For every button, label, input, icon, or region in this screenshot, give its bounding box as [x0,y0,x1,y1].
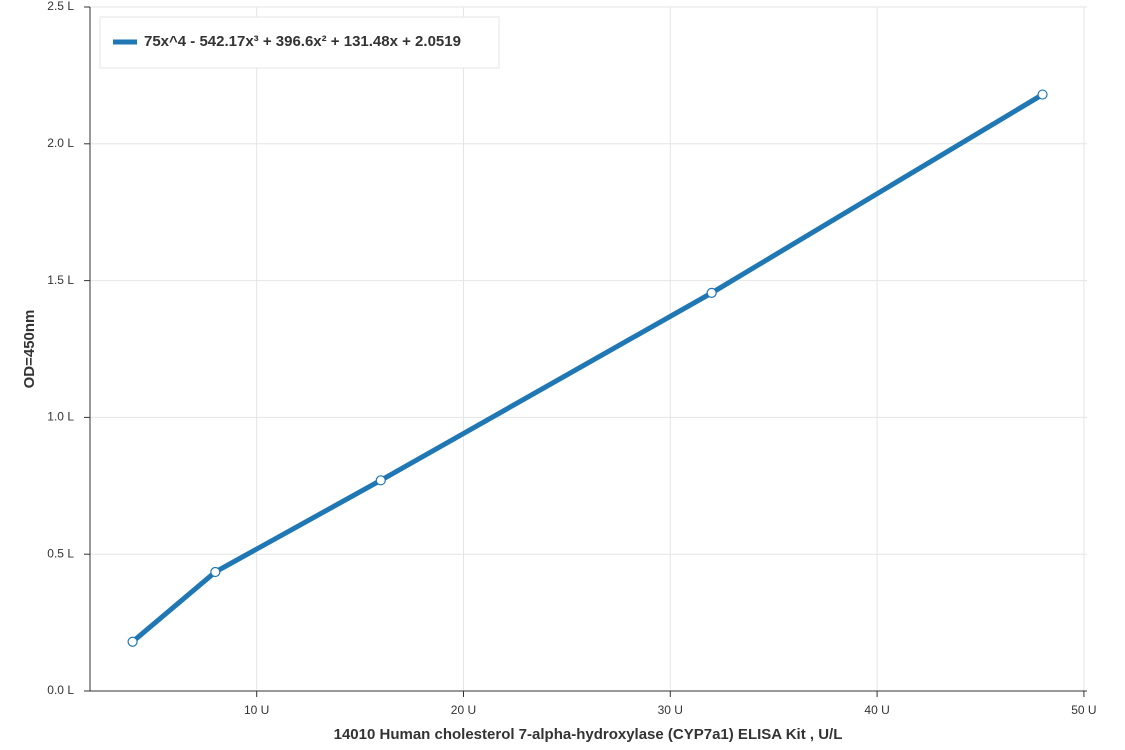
data-point [210,566,221,578]
y-tick-label: 0.5 L [47,546,74,560]
y-tick-label: 0.0 L [47,683,74,697]
y-tick-label: 2.5 L [47,0,74,13]
legend-box [99,16,500,69]
y-axis-title: OD=450nm [21,310,38,389]
data-point [127,636,138,647]
x-tick-label: 20 U [451,703,476,717]
y-tick-label: 1.5 L [47,273,74,287]
data-point [1037,89,1048,100]
data-line [130,92,1044,644]
x-tick-label: 30 U [658,703,683,717]
x-tick-label: 10 U [244,703,269,717]
data-point [706,287,717,299]
x-axis-title: 14010 Human cholesterol 7-alpha-hydroxyl… [334,726,843,743]
y-tick-label: 1.0 L [47,410,74,424]
y-tick-label: 2.0 L [47,136,74,150]
legend-label: 75x^4 - 542.17x³ + 396.6x² + 131.48x + 2… [144,33,461,50]
data-point [375,475,386,486]
x-tick-label: 40 U [864,703,889,717]
x-tick-label: 50 U [1071,703,1096,717]
